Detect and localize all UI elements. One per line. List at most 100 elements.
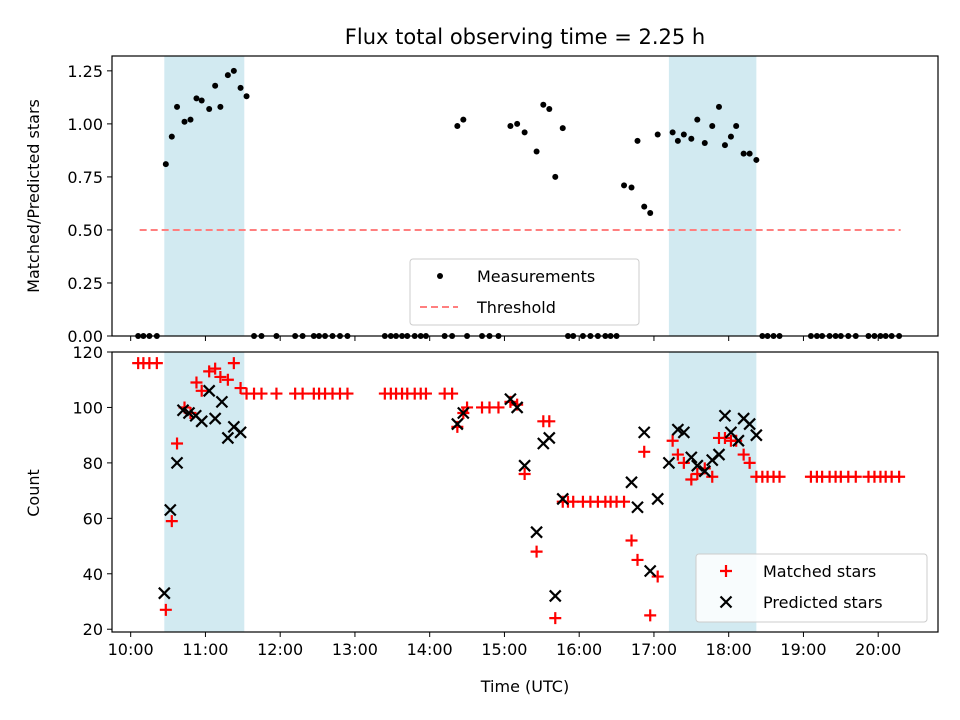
matched-stars-point — [341, 387, 354, 400]
measurement-point — [546, 106, 553, 113]
measurement-point — [721, 142, 728, 149]
y-tick-label: 60 — [83, 509, 103, 528]
measurement-point — [507, 123, 514, 129]
x-tick-label: 19:00 — [780, 640, 826, 659]
legend-box — [695, 553, 928, 623]
x-tick-label: 20:00 — [855, 640, 901, 659]
measurement-point — [162, 161, 169, 168]
measurement-point — [727, 133, 734, 140]
measurement-point — [198, 97, 205, 104]
matched-stars-point — [195, 384, 208, 397]
measurement-point — [206, 106, 213, 113]
matched-stars-point — [203, 365, 216, 378]
legend-label: Predicted stars — [763, 593, 883, 612]
predicted-stars-point — [548, 589, 562, 603]
measurement-point — [715, 103, 722, 110]
predicted-stars-point — [712, 448, 726, 461]
predicted-stars-point — [504, 392, 517, 406]
predicted-stars-point — [625, 476, 638, 489]
measurement-point — [187, 116, 194, 123]
axes-frame — [111, 351, 939, 633]
matched-stars-point — [893, 470, 906, 483]
matched-stars-point — [150, 357, 163, 370]
matched-stars-point — [209, 362, 222, 375]
matched-stars-point — [677, 456, 690, 469]
matched-stars-point — [618, 495, 631, 508]
measurement-point — [634, 137, 641, 144]
matched-stars-point — [530, 545, 543, 558]
x-tick-label: 14:00 — [407, 640, 453, 659]
predicted-stars-point — [510, 401, 524, 414]
top-panel: 0.00 0.25 0.50 0.75 1.00 1.25 Measurements Thre… — [67, 55, 939, 346]
matched-stars-point — [773, 470, 786, 483]
measurement-point — [237, 84, 244, 91]
matched-stars-point — [255, 387, 268, 400]
measurement-point — [168, 133, 175, 140]
matched-stars-point — [638, 445, 651, 458]
measurement-point — [647, 209, 654, 216]
matched-stars-point — [227, 357, 240, 370]
shaded-span — [164, 352, 245, 632]
x-axis-label: Time (UTC) — [480, 677, 569, 696]
predicted-stars-point — [164, 503, 177, 517]
predicted-stars-point — [451, 417, 464, 431]
measurement-point — [224, 72, 231, 79]
matched-stars-point — [706, 470, 719, 483]
matched-stars-point — [518, 467, 531, 480]
predicted-stars-point — [637, 426, 651, 439]
predicted-stars-point — [677, 426, 691, 439]
legend-measurements-swatch — [437, 273, 443, 279]
predicted-stars-point — [202, 384, 216, 398]
matched-stars-point — [296, 387, 309, 400]
chart-title: Flux total observing time = 2.25 h — [345, 25, 705, 49]
legend-matched-swatch — [720, 565, 732, 577]
bottom-y-axis-label: Count — [24, 469, 43, 517]
predicted-stars-point — [691, 459, 704, 472]
shaded-span — [668, 56, 757, 336]
matched-stars-point — [171, 437, 184, 450]
predicted-stars-point — [743, 417, 756, 431]
measurement-point — [688, 135, 695, 142]
predicted-stars-point — [698, 464, 712, 478]
matched-stars-point — [419, 387, 432, 400]
legend: Matched stars Predicted stars — [695, 553, 928, 623]
y-tick-label: 0.25 — [67, 274, 103, 293]
predicted-stars-point — [170, 456, 184, 470]
measurement-point — [552, 173, 559, 180]
x-tick-label: 15:00 — [481, 640, 527, 659]
x-tick-label: 18:00 — [706, 640, 752, 659]
matched-stars-point — [625, 534, 638, 547]
measurement-point — [674, 137, 681, 144]
shaded-span — [164, 56, 245, 336]
matched-stars-point — [234, 382, 247, 395]
predicted-stars-point — [182, 406, 196, 420]
x-tick-label: 13:00 — [332, 640, 378, 659]
predicted-stars-point — [685, 451, 698, 464]
y-tick-label: 1.25 — [67, 62, 103, 81]
matched-stars-point — [743, 456, 756, 469]
measurement-point — [701, 139, 708, 146]
measurement-point — [243, 93, 250, 100]
axes-frame — [111, 55, 939, 337]
y-tick-label: 80 — [83, 454, 103, 473]
matched-stars-point — [190, 376, 203, 389]
x-tick-label: 17:00 — [631, 640, 677, 659]
predicted-stars-point — [457, 406, 470, 420]
y-tick-label: 0.00 — [67, 327, 103, 346]
matched-stars-point — [651, 570, 664, 583]
predicted-stars-point — [234, 426, 247, 439]
y-tick-label: 0.75 — [67, 168, 103, 187]
predicted-stars-point — [158, 586, 171, 600]
predicted-stars-point — [732, 434, 745, 447]
matched-stars-point — [631, 553, 644, 566]
measurement-point — [533, 148, 540, 155]
predicted-stars-point — [215, 395, 229, 409]
matched-stars-point — [492, 401, 505, 414]
matched-stars-point — [671, 448, 684, 461]
matched-stars-point — [543, 415, 556, 428]
predicted-stars-point — [631, 500, 644, 514]
y-tick-label: 0.50 — [67, 221, 103, 240]
bottom-panel: 10:00 11:00 12:00 13:00 14:00 15:00 16:00 17:00… — [72, 343, 939, 659]
y-tick-label: 100 — [72, 398, 103, 417]
measurement-point — [709, 123, 716, 129]
